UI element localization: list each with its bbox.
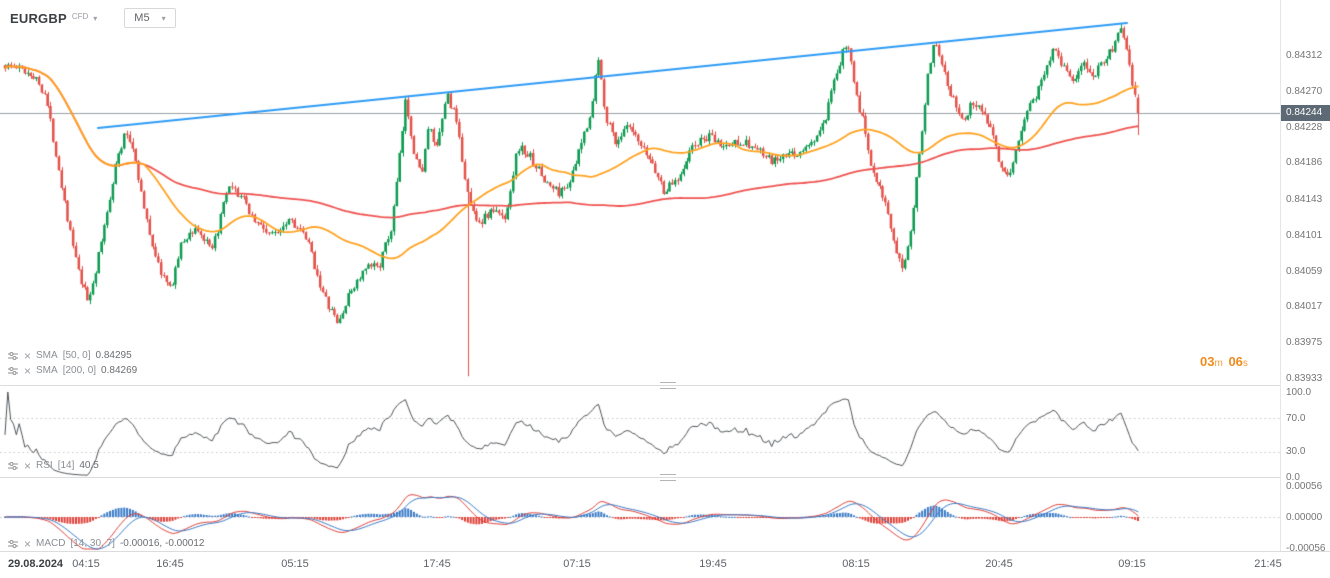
time-axis-label: 08:15 xyxy=(842,558,870,570)
pane-resize-handle[interactable] xyxy=(660,382,676,389)
price-tick: 0.84017 xyxy=(1286,301,1323,313)
indicator-label-sma200: × SMA [200, 0] 0.84269 xyxy=(8,363,138,378)
macd-tick: 0.00056 xyxy=(1286,481,1323,492)
rsi-tick: 100.0 xyxy=(1286,387,1312,398)
indicator-label-macd: × MACD [14, 30, 7] -0.00016, -0.00012 xyxy=(8,536,205,551)
indicator-value: 40.5 xyxy=(79,460,99,471)
price-tick: 0.84059 xyxy=(1286,265,1323,277)
pane-separator[interactable] xyxy=(0,385,1330,386)
countdown-seconds-unit: s xyxy=(1242,358,1248,369)
chevron-down-icon: ▾ xyxy=(161,13,166,23)
chevron-down-icon[interactable]: ▾ xyxy=(93,13,98,23)
price-tick: 0.84312 xyxy=(1286,50,1323,61)
rsi-tick: 30.0 xyxy=(1286,446,1306,457)
time-axis-label: 20:45 xyxy=(985,558,1013,570)
pane-resize-handle[interactable] xyxy=(660,474,676,481)
indicator-name: RSI xyxy=(36,460,53,471)
time-axis-label: 04:15 xyxy=(72,558,100,570)
price-tick: 0.84186 xyxy=(1286,157,1323,169)
time-axis[interactable]: 29.08.2024 04:15 16:45 05:15 17:45 07:15 19:4… xyxy=(0,552,1330,578)
indicator-name: SMA xyxy=(36,350,58,361)
indicator-settings-icon[interactable] xyxy=(8,460,19,471)
symbol-name[interactable]: EURGBP xyxy=(10,10,67,26)
indicator-remove-icon[interactable]: × xyxy=(24,458,32,473)
price-tick: 0.84228 xyxy=(1286,121,1323,133)
pane-separator xyxy=(0,551,1330,552)
countdown-seconds: 06 xyxy=(1228,354,1243,369)
indicator-settings-icon[interactable] xyxy=(8,350,19,361)
macd-tick: -0.00056 xyxy=(1286,543,1326,554)
price-axis[interactable]: 0.84244 0.84312 0.84270 0.84228 0.84186 0.84… xyxy=(1280,0,1330,554)
indicator-label-sma50: × SMA [50, 0] 0.84295 xyxy=(8,348,132,363)
indicator-params: [14] xyxy=(57,460,75,471)
indicator-params: [50, 0] xyxy=(62,350,91,361)
time-axis-label: 09:15 xyxy=(1118,558,1146,570)
timeframe-select[interactable]: M5 ▾ xyxy=(124,8,176,28)
indicator-value: 0.84269 xyxy=(101,365,138,376)
indicator-name: MACD xyxy=(36,538,66,549)
time-axis-label: 19:45 xyxy=(699,558,727,570)
indicator-label-rsi: × RSI [14] 40.5 xyxy=(8,458,99,473)
indicator-settings-icon[interactable] xyxy=(8,365,19,376)
price-tick: 0.84101 xyxy=(1286,229,1323,241)
indicator-remove-icon[interactable]: × xyxy=(24,363,32,378)
timeframe-label: M5 xyxy=(134,12,150,24)
rsi-tick: 0.0 xyxy=(1286,472,1300,483)
indicator-params: [14, 30, 7] xyxy=(70,538,115,549)
current-price-badge: 0.84244 xyxy=(1281,104,1330,121)
indicator-remove-icon[interactable]: × xyxy=(24,536,32,551)
bar-countdown: 03m 06s xyxy=(1200,354,1248,369)
macd-tick: 0.00000 xyxy=(1286,512,1323,523)
time-axis-label: 21:45 xyxy=(1254,558,1282,570)
price-tick: 0.83975 xyxy=(1286,337,1323,349)
indicator-value: -0.00016, -0.00012 xyxy=(119,538,205,549)
price-tick: 0.84143 xyxy=(1286,194,1323,206)
indicator-remove-icon[interactable]: × xyxy=(24,348,32,363)
time-axis-label: 05:15 xyxy=(281,558,309,570)
indicator-settings-icon[interactable] xyxy=(8,538,19,549)
rsi-tick: 70.0 xyxy=(1286,413,1306,424)
date-label: 29.08.2024 xyxy=(8,558,64,570)
countdown-minutes: 03 xyxy=(1200,354,1215,369)
instrument-type: CFD xyxy=(71,11,89,21)
chart-canvas[interactable] xyxy=(0,0,1280,551)
price-tick: 0.84270 xyxy=(1286,85,1323,97)
countdown-minutes-unit: m xyxy=(1214,358,1223,369)
time-axis-label: 07:15 xyxy=(563,558,591,570)
time-axis-label: 16:45 xyxy=(156,558,184,570)
time-axis-label: 17:45 xyxy=(423,558,451,570)
symbol-toolbar: EURGBP CFD ▾ M5 ▾ xyxy=(10,8,176,28)
indicator-name: SMA xyxy=(36,365,58,376)
indicator-value: 0.84295 xyxy=(95,350,132,361)
pane-separator[interactable] xyxy=(0,477,1330,478)
indicator-params: [200, 0] xyxy=(62,365,97,376)
price-tick: 0.83933 xyxy=(1286,373,1323,384)
